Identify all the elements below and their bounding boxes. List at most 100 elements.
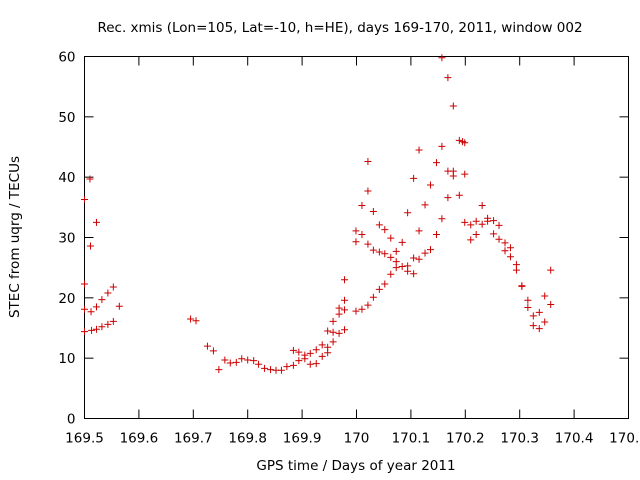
data-point <box>187 315 195 323</box>
data-point <box>318 341 326 349</box>
data-point <box>478 202 486 210</box>
data-point <box>501 239 509 247</box>
data-point <box>461 218 469 226</box>
data-point <box>86 175 94 183</box>
data-point <box>438 54 446 62</box>
data-point <box>104 320 112 328</box>
data-points <box>81 54 555 374</box>
data-point <box>455 191 463 199</box>
data-point <box>209 347 217 355</box>
plot-frame <box>84 56 629 419</box>
data-point <box>398 262 406 270</box>
data-point <box>449 172 457 180</box>
data-point <box>358 305 366 313</box>
data-point <box>86 242 94 250</box>
data-point <box>444 194 452 202</box>
data-point <box>547 266 555 274</box>
data-point <box>449 102 457 110</box>
data-point <box>421 249 429 257</box>
axis-ticks: 169.5 169.6 169.7 169.8 169.9 170 170.1 170.2 17… <box>58 50 640 447</box>
data-point <box>518 282 526 290</box>
data-point <box>410 174 418 182</box>
data-point <box>221 356 229 364</box>
data-point <box>104 289 112 297</box>
data-point <box>432 159 440 167</box>
data-point <box>490 230 498 238</box>
data-point <box>81 195 88 203</box>
data-point <box>432 230 440 238</box>
data-point <box>267 366 275 374</box>
data-point <box>203 342 211 350</box>
data-point <box>341 326 349 334</box>
data-point <box>364 187 372 195</box>
data-point <box>369 246 377 254</box>
data-point <box>238 355 246 363</box>
data-point <box>381 280 389 288</box>
data-point <box>461 139 469 147</box>
data-point <box>324 349 332 357</box>
data-point <box>467 236 475 244</box>
data-point <box>415 146 423 154</box>
data-point <box>369 208 377 216</box>
data-point <box>547 300 555 308</box>
y-tick-label: 10 <box>58 351 75 367</box>
data-point <box>81 305 88 313</box>
data-point <box>375 285 383 293</box>
data-point <box>512 266 520 274</box>
data-point <box>375 221 383 229</box>
data-point <box>472 217 480 225</box>
data-point <box>329 338 337 346</box>
data-point <box>109 283 117 291</box>
data-point <box>484 217 492 225</box>
data-point <box>404 209 412 217</box>
data-point <box>250 357 258 365</box>
data-point <box>255 360 263 368</box>
x-tick-label: 170.2 <box>446 431 485 447</box>
data-point <box>415 255 423 263</box>
data-point <box>335 304 343 312</box>
data-point <box>306 360 314 368</box>
y-tick-label: 0 <box>67 412 76 428</box>
data-point <box>341 276 349 284</box>
data-point <box>364 301 372 309</box>
data-point <box>364 157 372 165</box>
y-tick-label: 20 <box>58 291 75 307</box>
data-point <box>375 248 383 256</box>
data-point <box>358 202 366 210</box>
y-axis-label: STEC from uqrg / TECUs <box>7 156 23 318</box>
data-point <box>215 366 223 374</box>
data-point <box>232 358 240 366</box>
data-point <box>352 238 360 246</box>
data-point <box>289 361 297 369</box>
data-point <box>335 329 343 337</box>
data-point <box>341 306 349 314</box>
x-axis-label: GPS time / Days of year 2011 <box>256 458 455 474</box>
data-point <box>318 352 326 360</box>
data-point <box>410 254 418 262</box>
data-point <box>472 230 480 238</box>
data-point <box>392 247 400 255</box>
data-point <box>535 325 543 333</box>
data-point <box>341 296 349 304</box>
data-point <box>301 355 309 363</box>
data-point <box>478 220 486 228</box>
data-point <box>535 308 543 316</box>
data-point <box>295 357 303 365</box>
data-point <box>335 310 343 318</box>
data-point <box>410 270 418 278</box>
data-point <box>358 230 366 238</box>
data-point <box>387 234 395 242</box>
x-tick-label: 170.4 <box>555 431 594 447</box>
data-point <box>295 348 303 356</box>
data-point <box>444 74 452 82</box>
data-point <box>87 308 95 316</box>
data-point <box>92 303 100 311</box>
data-point <box>387 253 395 261</box>
data-point <box>352 227 360 235</box>
data-point <box>244 356 252 364</box>
data-point <box>352 307 360 315</box>
data-point <box>461 170 469 178</box>
data-point <box>490 217 498 225</box>
data-point <box>387 270 395 278</box>
